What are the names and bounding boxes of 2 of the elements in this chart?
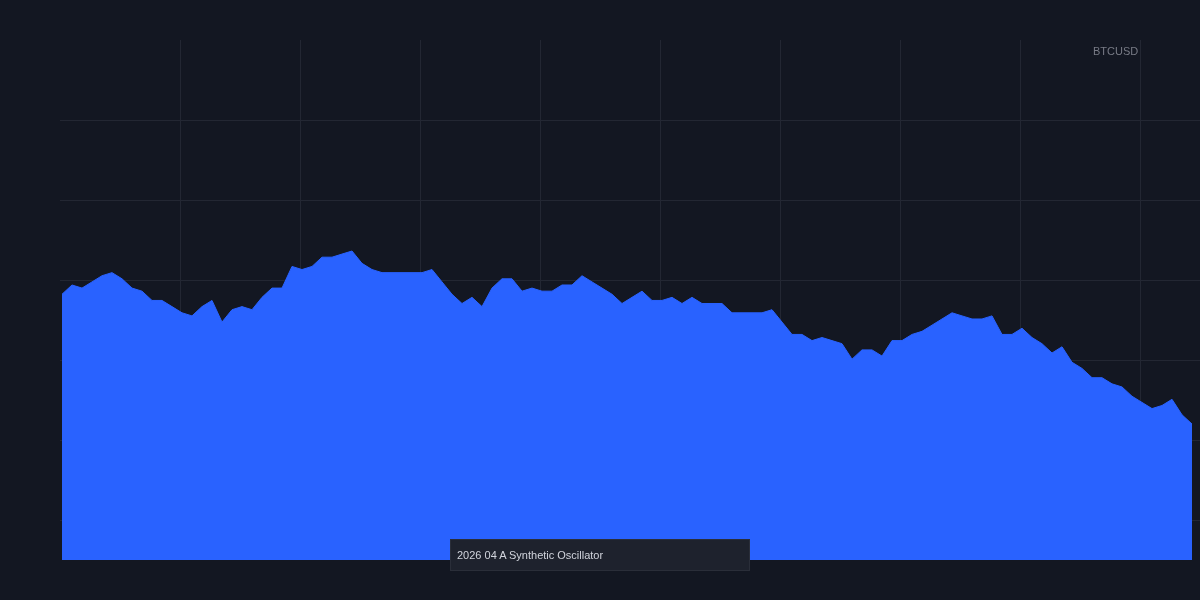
text: BTCUSD [1093, 45, 1139, 57]
annotation: 2026 04 A Synthetic Oscillator [457, 549, 604, 561]
